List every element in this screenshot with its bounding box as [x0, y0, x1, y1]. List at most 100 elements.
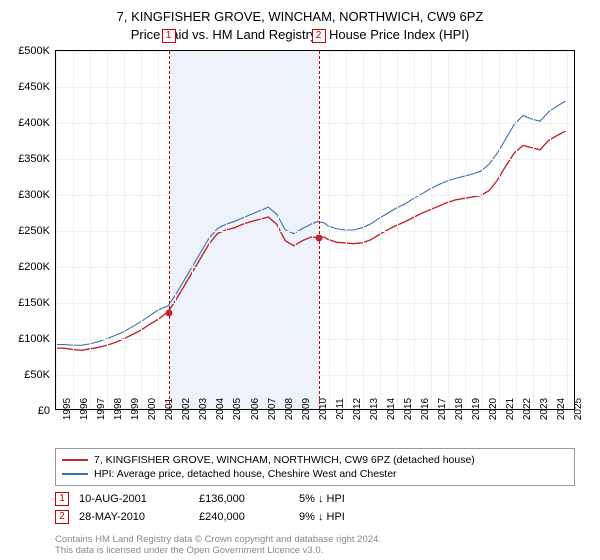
y-tick-label: £50K	[24, 369, 56, 381]
legend-label-hpi: HPI: Average price, detached house, Ches…	[94, 468, 397, 480]
gridline	[329, 51, 330, 409]
gridline	[56, 159, 574, 160]
sale-marker-box: 2	[312, 29, 326, 43]
gridline	[124, 51, 125, 409]
gridline	[56, 303, 574, 304]
y-tick-label: £150K	[18, 297, 56, 309]
sale-row: 1 10-AUG-2001 £136,000 5% ↓ HPI	[55, 490, 575, 508]
x-tick-label: 2018	[448, 398, 465, 420]
gridline	[141, 51, 142, 409]
legend-label-property: 7, KINGFISHER GROVE, WINCHAM, NORTHWICH,…	[94, 454, 475, 466]
gridline	[533, 51, 534, 409]
x-tick-label: 2000	[141, 398, 158, 420]
sale-marker-box: 1	[162, 29, 176, 43]
x-tick-label: 2011	[329, 398, 346, 420]
sale-index-box: 2	[55, 510, 69, 524]
title-subtitle: Price paid vs. HM Land Registry's House …	[0, 26, 600, 44]
sale-date: 10-AUG-2001	[79, 493, 189, 505]
y-tick-label: £0	[38, 405, 56, 417]
x-tick-label: 1995	[56, 398, 73, 420]
gridline	[56, 339, 574, 340]
sale-row: 2 28-MAY-2010 £240,000 9% ↓ HPI	[55, 508, 575, 526]
x-tick-label: 2017	[431, 398, 448, 420]
gridline	[465, 51, 466, 409]
legend-row-hpi: HPI: Average price, detached house, Ches…	[62, 467, 568, 481]
x-tick-label: 1997	[90, 398, 107, 420]
gridline	[56, 51, 574, 52]
gridline	[192, 51, 193, 409]
gridline	[363, 51, 364, 409]
x-tick-label: 2007	[261, 398, 278, 420]
x-tick-label: 2001	[158, 398, 175, 420]
gridline	[380, 51, 381, 409]
gridline	[73, 51, 74, 409]
x-tick-label: 2002	[175, 398, 192, 420]
x-tick-label: 2009	[295, 398, 312, 420]
gridline	[56, 231, 574, 232]
gridline	[90, 51, 91, 409]
title-address: 7, KINGFISHER GROVE, WINCHAM, NORTHWICH,…	[0, 8, 600, 26]
legend-row-property: 7, KINGFISHER GROVE, WINCHAM, NORTHWICH,…	[62, 453, 568, 467]
sale-vertical-line	[169, 51, 170, 409]
sale-dot	[165, 310, 172, 317]
x-tick-label: 2024	[550, 398, 567, 420]
chart-title-block: 7, KINGFISHER GROVE, WINCHAM, NORTHWICH,…	[0, 0, 600, 44]
x-tick-label: 2008	[278, 398, 295, 420]
x-tick-label: 2023	[533, 398, 550, 420]
gridline	[209, 51, 210, 409]
chart-area: £0£50K£100K£150K£200K£250K£300K£350K£400…	[55, 50, 575, 410]
legend-swatch-hpi	[62, 473, 88, 475]
plot-surface: £0£50K£100K£150K£200K£250K£300K£350K£400…	[55, 50, 575, 410]
legend-box: 7, KINGFISHER GROVE, WINCHAM, NORTHWICH,…	[55, 448, 575, 486]
x-tick-label: 2013	[363, 398, 380, 420]
sale-diff: 9% ↓ HPI	[299, 511, 389, 523]
x-tick-label: 1996	[73, 398, 90, 420]
gridline	[56, 51, 57, 409]
y-tick-label: £350K	[18, 153, 56, 165]
gridline	[431, 51, 432, 409]
gridline	[482, 51, 483, 409]
x-tick-label: 2005	[226, 398, 243, 420]
sale-vertical-line	[319, 51, 320, 409]
sale-diff: 5% ↓ HPI	[299, 493, 389, 505]
gridline	[56, 123, 574, 124]
y-tick-label: £450K	[18, 81, 56, 93]
y-tick-label: £100K	[18, 333, 56, 345]
x-tick-label: 2014	[380, 398, 397, 420]
gridline	[516, 51, 517, 409]
gridline	[397, 51, 398, 409]
sale-table: 1 10-AUG-2001 £136,000 5% ↓ HPI 2 28-MAY…	[55, 490, 575, 526]
gridline	[261, 51, 262, 409]
x-tick-label: 2022	[516, 398, 533, 420]
y-tick-label: £200K	[18, 261, 56, 273]
footnote-line1: Contains HM Land Registry data © Crown c…	[55, 534, 575, 545]
footnote: Contains HM Land Registry data © Crown c…	[55, 534, 575, 557]
gridline	[550, 51, 551, 409]
x-tick-label: 2012	[346, 398, 363, 420]
sale-date: 28-MAY-2010	[79, 511, 189, 523]
gridline	[567, 51, 568, 409]
x-tick-label: 2019	[465, 398, 482, 420]
y-tick-label: £300K	[18, 189, 56, 201]
gridline	[346, 51, 347, 409]
x-tick-label: 2021	[499, 398, 516, 420]
sale-index-box: 1	[55, 492, 69, 506]
y-tick-label: £250K	[18, 225, 56, 237]
gridline	[56, 87, 574, 88]
gridline	[158, 51, 159, 409]
x-tick-label: 1998	[107, 398, 124, 420]
gridline	[175, 51, 176, 409]
gridline	[56, 267, 574, 268]
gridline	[295, 51, 296, 409]
gridline	[312, 51, 313, 409]
x-tick-label: 1999	[124, 398, 141, 420]
x-tick-label: 2010	[312, 398, 329, 420]
gridline	[414, 51, 415, 409]
x-tick-label: 2020	[482, 398, 499, 420]
x-tick-label: 2006	[244, 398, 261, 420]
x-tick-label: 2004	[209, 398, 226, 420]
gridline	[499, 51, 500, 409]
legend-swatch-property	[62, 459, 88, 461]
sale-price: £240,000	[199, 511, 289, 523]
x-tick-label: 2016	[414, 398, 431, 420]
